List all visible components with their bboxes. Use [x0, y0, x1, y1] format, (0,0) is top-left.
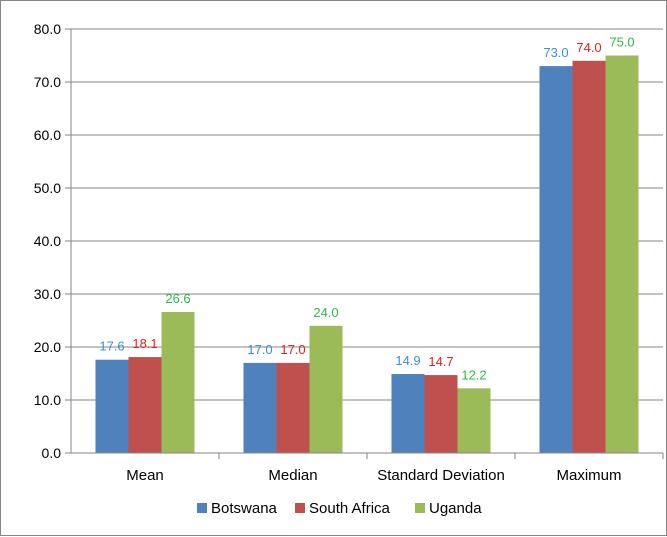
legend-swatch-botswana [197, 503, 207, 513]
data-label: 17.0 [280, 342, 305, 357]
data-label: 14.9 [395, 353, 420, 368]
bar-uganda [161, 312, 195, 453]
bar-botswana [95, 359, 129, 453]
x-category-label: Standard Deviation [377, 467, 505, 484]
y-tick-label: 50.0 [34, 180, 61, 196]
bar-south-africa [572, 60, 606, 454]
data-label: 17.6 [99, 339, 124, 354]
legend-label: South Africa [309, 500, 391, 517]
data-label: 75.0 [609, 35, 634, 50]
legend-label: Botswana [211, 500, 278, 517]
data-label: 26.6 [165, 291, 190, 306]
y-tick-label: 70.0 [34, 74, 61, 90]
y-tick-label: 30.0 [34, 286, 61, 302]
data-label: 18.1 [132, 336, 157, 351]
data-label: 73.0 [543, 45, 568, 60]
legend-swatch-south-africa [295, 503, 305, 513]
data-labels: 17.6 18.1 26.6 17.0 17.0 24.0 14.9 14.7 12.2 73.0… [99, 35, 634, 383]
bar-uganda [605, 55, 639, 453]
bar-uganda [457, 388, 491, 453]
x-axis: Mean Median Standard Deviation Maximum [71, 452, 664, 484]
data-label: 14.7 [428, 354, 453, 369]
y-tick-label: 60.0 [34, 127, 61, 143]
y-axis: 0.0 10.0 20.0 30.0 40.0 50.0 60.0 70.0 80.0 [34, 21, 72, 461]
x-category-label: Mean [126, 467, 164, 484]
bar-uganda [309, 325, 343, 453]
bar-south-africa [424, 375, 458, 453]
x-category-label: Maximum [556, 467, 621, 484]
legend-swatch-uganda [415, 503, 425, 513]
data-label: 24.0 [313, 305, 338, 320]
bar-south-africa [276, 362, 310, 453]
data-label: 12.2 [461, 367, 486, 382]
bars [95, 55, 639, 454]
bar-south-africa [128, 357, 162, 453]
bar-botswana [539, 66, 573, 453]
legend: Botswana South Africa Uganda [197, 500, 482, 517]
y-tick-label: 20.0 [34, 339, 61, 355]
y-tick-label: 0.0 [42, 445, 62, 461]
bar-botswana [243, 362, 277, 453]
legend-label: Uganda [429, 500, 482, 517]
y-tick-label: 40.0 [34, 233, 61, 249]
data-label: 74.0 [576, 40, 601, 55]
y-tick-label: 10.0 [34, 392, 61, 408]
x-category-label: Median [268, 467, 317, 484]
bar-botswana [391, 374, 425, 453]
data-label: 17.0 [247, 342, 272, 357]
y-tick-label: 80.0 [34, 21, 61, 37]
